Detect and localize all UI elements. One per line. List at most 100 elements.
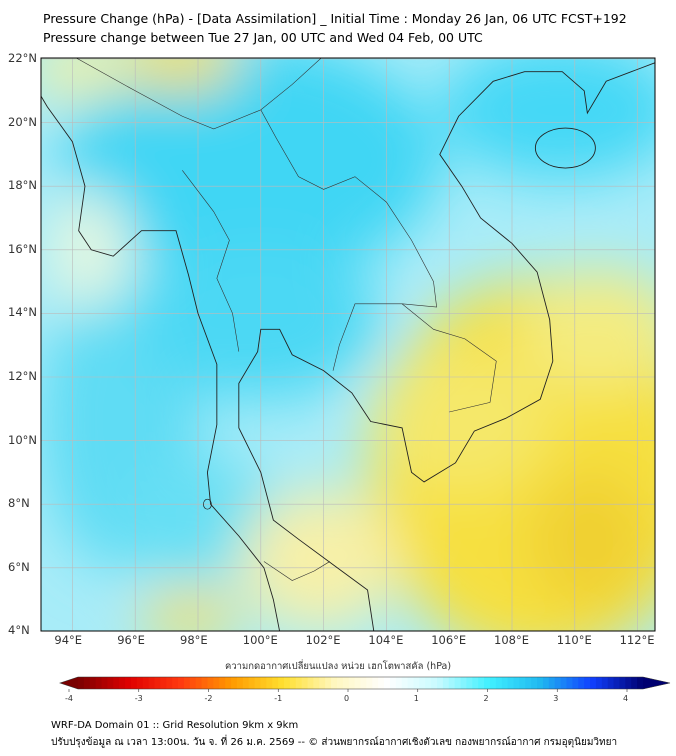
colorbar-segment (148, 677, 156, 689)
colorbar-segment (360, 677, 367, 689)
colorbar-tick-label: 2 (483, 694, 489, 703)
colorbar-segment (113, 677, 120, 689)
coastline (41, 95, 281, 631)
colorbar-segment (266, 677, 273, 689)
colorbar-segment (331, 677, 338, 689)
colorbar-segment (366, 677, 373, 689)
colorbar-segment (136, 677, 144, 689)
colorbar-segment (254, 677, 261, 689)
colorbar-segment (119, 677, 126, 689)
colorbar-segment (107, 677, 114, 689)
colorbar-segment (242, 677, 250, 689)
lat-label: 14°N (8, 305, 37, 320)
colorbar-segment (519, 677, 526, 689)
colorbar-segment (637, 677, 644, 689)
colorbar-segment (554, 677, 562, 689)
colorbar-segment (566, 677, 573, 689)
footer-model-info: WRF-DA Domain 01 :: Grid Resolution 9km … (51, 720, 299, 731)
colorbar-segment (289, 677, 297, 689)
colorbar-segment (431, 677, 438, 689)
lon-label: 102°E (305, 633, 341, 647)
border-line (260, 109, 437, 371)
colorbar-segment (460, 677, 467, 689)
colorbar-segment (325, 677, 332, 689)
colorbar-segment (537, 677, 544, 689)
border-line (182, 170, 240, 352)
colorbar-tick-label: -3 (134, 694, 143, 703)
colorbar-segment (160, 677, 167, 689)
colorbar-segment (613, 677, 620, 689)
colorbar-segment (372, 677, 379, 689)
lon-label: 110°E (556, 633, 592, 647)
footer-credit: ปรับปรุงข้อมูล ณ เวลา 13:00น. วัน จ. ที่… (51, 737, 618, 748)
colorbar-tick-label: 1 (413, 694, 419, 703)
colorbar-segment (478, 677, 485, 689)
colorbar-title: ความกดอากาศเปลี่ยนแปลง หน่วย เฮกโตพาสคัล… (224, 661, 452, 672)
lat-label: 16°N (8, 241, 37, 256)
colorbar-segment (95, 677, 103, 689)
lat-label: 8°N (8, 496, 30, 511)
colorbar-segment (307, 677, 314, 689)
colorbar-segment (201, 677, 208, 689)
chart-title: Pressure Change (hPa) - [Data Assimilati… (43, 11, 627, 26)
colorbar-segment (584, 677, 591, 689)
colorbar-max-extend (643, 677, 670, 689)
colorbar-segment (631, 677, 638, 689)
colorbar-segment (395, 677, 403, 689)
colorbar-segment (454, 677, 462, 689)
colorbar-segment (448, 677, 456, 689)
colorbar-segment (319, 677, 326, 689)
colorbar-segment (342, 677, 350, 689)
colorbar-segment (442, 677, 450, 689)
lon-label: 112°E (619, 633, 655, 647)
border-line (263, 561, 331, 581)
colorbar-segment (336, 677, 344, 689)
colorbar-segment (166, 677, 173, 689)
colorbar-segment (183, 677, 191, 689)
colorbar-segment (513, 677, 520, 689)
colorbar-segment (489, 677, 497, 689)
colorbar-segment (348, 677, 356, 689)
colorbar-tick-label: -2 (204, 694, 213, 703)
colorbar-segment (595, 677, 603, 689)
colorbar-tick-label: -4 (65, 694, 73, 703)
hainan-island (534, 127, 596, 169)
chart-subtitle: Pressure change between Tue 27 Jan, 00 U… (43, 30, 483, 45)
lat-label: 18°N (8, 178, 37, 193)
colorbar-segment (495, 677, 503, 689)
colorbar-segment (278, 677, 285, 689)
phuket-island (203, 498, 212, 510)
lat-label: 12°N (8, 369, 37, 383)
border-line (401, 303, 497, 413)
colorbar-segment (425, 677, 432, 689)
colorbar-min-extend (60, 677, 78, 689)
colorbar-segment (78, 677, 85, 689)
colorbar-segment (272, 677, 279, 689)
colorbar-segment (601, 677, 609, 689)
colorbar (59, 676, 671, 692)
colorbar-segment (572, 677, 579, 689)
colorbar-tick-label: -1 (274, 694, 283, 703)
colorbar-segment (466, 677, 473, 689)
lon-label: 98°E (180, 633, 208, 647)
lon-label: 108°E (494, 633, 529, 647)
colorbar-segment (283, 677, 291, 689)
colorbar-segment (260, 677, 267, 689)
colorbar-segment (236, 677, 244, 689)
colorbar-segment (384, 677, 391, 689)
lon-label: 100°E (242, 633, 278, 647)
lon-label: 96°E (117, 633, 145, 647)
colorbar-segment (548, 677, 556, 689)
colorbar-segment (207, 677, 214, 689)
colorbar-segment (248, 677, 256, 689)
colorbar-segment (89, 677, 97, 689)
colorbar-segment (501, 677, 509, 689)
colorbar-segment (484, 677, 491, 689)
colorbar-segment (83, 677, 91, 689)
lon-label: 94°E (54, 633, 83, 647)
colorbar-segment (590, 677, 597, 689)
colorbar-segment (625, 677, 632, 689)
colorbar-segment (407, 677, 414, 689)
colorbar-segment (172, 677, 179, 689)
colorbar-segment (231, 677, 238, 689)
